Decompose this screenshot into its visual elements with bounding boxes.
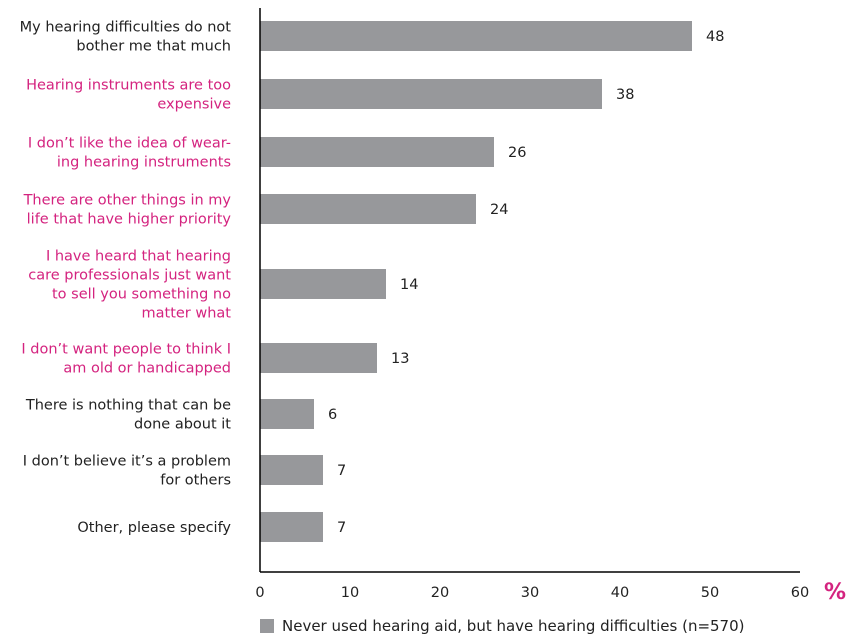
category-labels-group: My hearing difficulties do not bother me … (20, 20, 232, 537)
category-label-2: Hearing instruments are too expensive (26, 78, 231, 113)
data-label-2: 38 (616, 87, 634, 103)
bar-9 (260, 512, 323, 542)
data-label-1: 48 (706, 29, 724, 45)
x-tick-label-10: 10 (341, 585, 359, 601)
data-label-8: 7 (337, 463, 346, 479)
data-label-9: 7 (337, 520, 346, 536)
data-label-4: 24 (490, 202, 508, 218)
category-label-7: There is nothing that can be done about i… (25, 398, 231, 433)
bar-8 (260, 455, 323, 485)
x-tick-label-40: 40 (611, 585, 629, 601)
data-label-6: 13 (391, 351, 409, 367)
x-tick-label-30: 30 (521, 585, 539, 601)
x-tick-labels-group: 0 10 20 30 40 50 60 (255, 585, 809, 601)
bar-2 (260, 79, 602, 109)
bars-group (260, 21, 692, 542)
data-label-3: 26 (508, 145, 526, 161)
x-tick-label-50: 50 (701, 585, 719, 601)
bar-6 (260, 343, 377, 373)
bar-5 (260, 269, 386, 299)
data-labels-group: 48 38 26 24 14 13 6 7 7 (328, 29, 724, 536)
bar-1 (260, 21, 692, 51)
data-label-5: 14 (400, 277, 418, 293)
category-label-3: I don’t like the idea of wear-ing hearin… (28, 136, 231, 171)
x-tick-label-0: 0 (255, 585, 264, 601)
data-label-7: 6 (328, 407, 337, 423)
category-label-4: There are other things in my life that ha… (23, 193, 232, 228)
bar-4 (260, 194, 476, 224)
x-tick-label-20: 20 (431, 585, 449, 601)
x-tick-label-60: 60 (791, 585, 809, 601)
category-label-5: I have heard that hearing care profession… (28, 249, 231, 322)
legend-entry: Never used hearing aid, but have hearing… (282, 617, 745, 635)
bar-3 (260, 137, 494, 167)
category-label-9: Other, please specify (77, 520, 231, 536)
x-unit-label: % (824, 580, 846, 605)
bar-7 (260, 399, 314, 429)
legend-swatch (260, 619, 274, 633)
category-label-1: My hearing difficulties do not bother me … (20, 20, 232, 55)
category-label-8: I don’t believe it’s a problem for others (23, 454, 231, 489)
